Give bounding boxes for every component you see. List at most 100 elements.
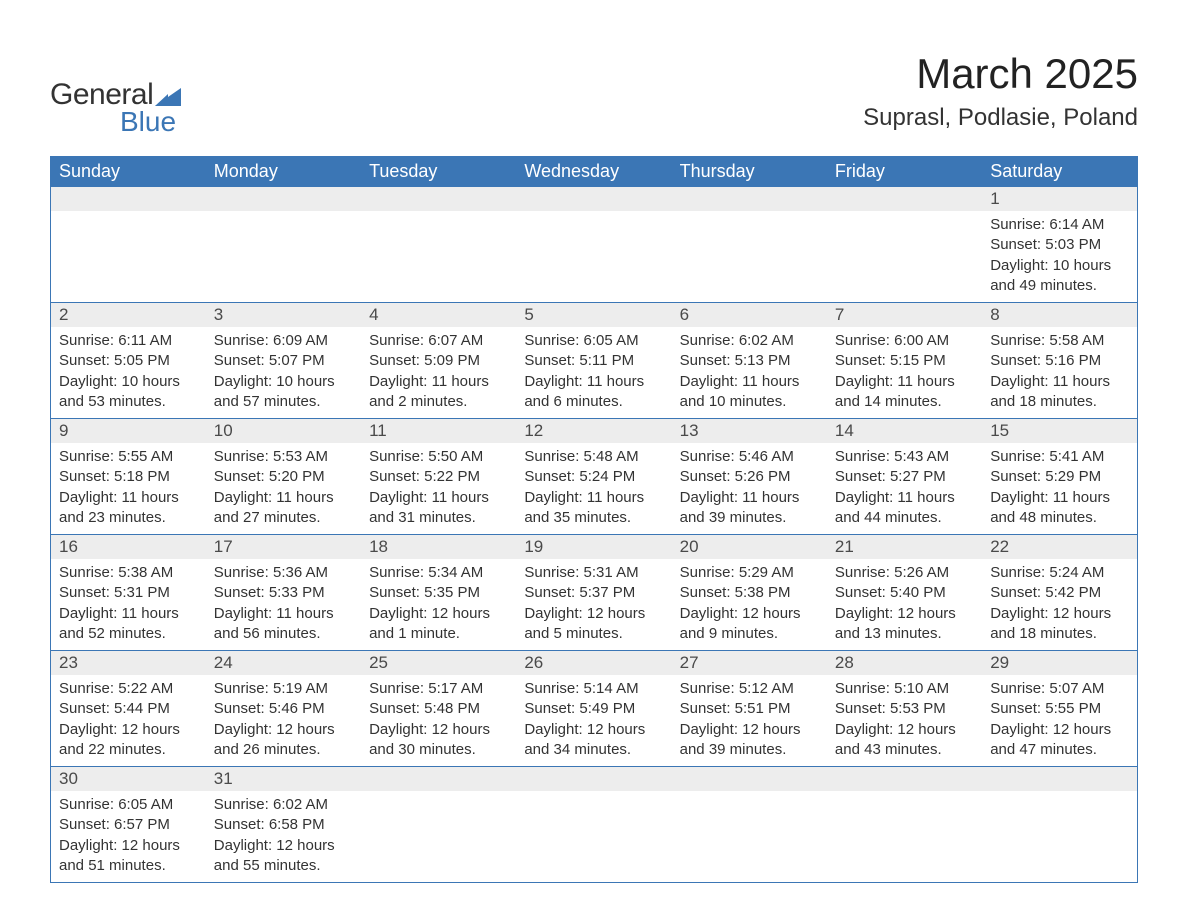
day-number: 27 <box>680 653 699 672</box>
day-number-cell <box>516 187 671 212</box>
day-sr: Sunrise: 5:58 AM <box>990 331 1129 351</box>
day-d2: and 43 minutes. <box>835 740 974 760</box>
detail-row: Sunrise: 5:38 AMSunset: 5:31 PMDaylight:… <box>51 559 1138 651</box>
weekday-header-row: Sunday Monday Tuesday Wednesday Thursday… <box>51 157 1138 187</box>
day-detail-cell <box>206 211 361 303</box>
day-number: 20 <box>680 537 699 556</box>
page-header: General Blue March 2025 Suprasl, Podlasi… <box>50 50 1138 138</box>
day-sr: Sunrise: 5:36 AM <box>214 563 353 583</box>
daynum-row: 9101112131415 <box>51 419 1138 444</box>
day-detail-cell: Sunrise: 6:00 AMSunset: 5:15 PMDaylight:… <box>827 327 982 419</box>
day-number: 21 <box>835 537 854 556</box>
day-sr: Sunrise: 5:10 AM <box>835 679 974 699</box>
day-sr: Sunrise: 6:09 AM <box>214 331 353 351</box>
day-ss: Sunset: 6:58 PM <box>214 815 353 835</box>
day-d2: and 18 minutes. <box>990 392 1129 412</box>
day-number: 14 <box>835 421 854 440</box>
day-detail-cell <box>361 211 516 303</box>
day-number-cell: 18 <box>361 535 516 560</box>
day-number: 24 <box>214 653 233 672</box>
daynum-row: 16171819202122 <box>51 535 1138 560</box>
day-number: 17 <box>214 537 233 556</box>
day-number-cell: 20 <box>672 535 827 560</box>
day-ss: Sunset: 5:40 PM <box>835 583 974 603</box>
day-sr: Sunrise: 5:12 AM <box>680 679 819 699</box>
day-d1: Daylight: 12 hours <box>990 720 1129 740</box>
day-sr: Sunrise: 5:34 AM <box>369 563 508 583</box>
day-ss: Sunset: 5:35 PM <box>369 583 508 603</box>
day-number-cell: 31 <box>206 767 361 792</box>
day-d2: and 14 minutes. <box>835 392 974 412</box>
day-detail-cell: Sunrise: 5:22 AMSunset: 5:44 PMDaylight:… <box>51 675 206 767</box>
day-sr: Sunrise: 5:17 AM <box>369 679 508 699</box>
day-d1: Daylight: 12 hours <box>835 720 974 740</box>
day-ss: Sunset: 5:42 PM <box>990 583 1129 603</box>
daynum-row: 1 <box>51 187 1138 212</box>
day-number-cell: 19 <box>516 535 671 560</box>
day-sr: Sunrise: 5:50 AM <box>369 447 508 467</box>
day-detail-cell: Sunrise: 5:34 AMSunset: 5:35 PMDaylight:… <box>361 559 516 651</box>
detail-row: Sunrise: 5:55 AMSunset: 5:18 PMDaylight:… <box>51 443 1138 535</box>
day-d2: and 53 minutes. <box>59 392 198 412</box>
day-number-cell <box>827 767 982 792</box>
day-d2: and 23 minutes. <box>59 508 198 528</box>
day-sr: Sunrise: 6:02 AM <box>680 331 819 351</box>
day-d1: Daylight: 12 hours <box>214 836 353 856</box>
day-number-cell <box>206 187 361 212</box>
day-ss: Sunset: 5:24 PM <box>524 467 663 487</box>
weekday-header: Monday <box>206 157 361 187</box>
day-number-cell: 10 <box>206 419 361 444</box>
day-d1: Daylight: 11 hours <box>835 372 974 392</box>
day-d1: Daylight: 10 hours <box>59 372 198 392</box>
day-detail-cell <box>516 791 671 883</box>
day-d2: and 26 minutes. <box>214 740 353 760</box>
day-number-cell: 3 <box>206 303 361 328</box>
day-ss: Sunset: 5:37 PM <box>524 583 663 603</box>
day-detail-cell: Sunrise: 6:05 AMSunset: 6:57 PMDaylight:… <box>51 791 206 883</box>
day-detail-cell: Sunrise: 6:14 AMSunset: 5:03 PMDaylight:… <box>982 211 1137 303</box>
day-d1: Daylight: 12 hours <box>214 720 353 740</box>
day-detail-cell: Sunrise: 6:05 AMSunset: 5:11 PMDaylight:… <box>516 327 671 419</box>
day-d2: and 35 minutes. <box>524 508 663 528</box>
day-detail-cell: Sunrise: 5:17 AMSunset: 5:48 PMDaylight:… <box>361 675 516 767</box>
day-d1: Daylight: 11 hours <box>680 488 819 508</box>
weekday-header: Thursday <box>672 157 827 187</box>
day-detail-cell: Sunrise: 6:11 AMSunset: 5:05 PMDaylight:… <box>51 327 206 419</box>
day-d1: Daylight: 12 hours <box>680 604 819 624</box>
day-d2: and 44 minutes. <box>835 508 974 528</box>
day-number-cell: 28 <box>827 651 982 676</box>
day-detail-cell <box>982 791 1137 883</box>
day-number-cell: 5 <box>516 303 671 328</box>
day-sr: Sunrise: 6:00 AM <box>835 331 974 351</box>
day-detail-cell <box>51 211 206 303</box>
day-number-cell: 22 <box>982 535 1137 560</box>
day-detail-cell: Sunrise: 5:26 AMSunset: 5:40 PMDaylight:… <box>827 559 982 651</box>
day-d2: and 2 minutes. <box>369 392 508 412</box>
day-detail-cell: Sunrise: 5:43 AMSunset: 5:27 PMDaylight:… <box>827 443 982 535</box>
day-sr: Sunrise: 5:43 AM <box>835 447 974 467</box>
day-sr: Sunrise: 5:29 AM <box>680 563 819 583</box>
day-number-cell: 9 <box>51 419 206 444</box>
day-d1: Daylight: 12 hours <box>59 720 198 740</box>
day-number-cell: 25 <box>361 651 516 676</box>
day-d1: Daylight: 11 hours <box>990 488 1129 508</box>
day-number-cell <box>672 767 827 792</box>
day-ss: Sunset: 5:49 PM <box>524 699 663 719</box>
day-ss: Sunset: 5:26 PM <box>680 467 819 487</box>
day-number-cell <box>516 767 671 792</box>
day-d1: Daylight: 12 hours <box>59 836 198 856</box>
weekday-header: Friday <box>827 157 982 187</box>
day-d1: Daylight: 12 hours <box>369 720 508 740</box>
day-d2: and 39 minutes. <box>680 740 819 760</box>
day-ss: Sunset: 5:48 PM <box>369 699 508 719</box>
day-d2: and 18 minutes. <box>990 624 1129 644</box>
day-number-cell <box>982 767 1137 792</box>
day-number-cell: 4 <box>361 303 516 328</box>
day-detail-cell: Sunrise: 5:14 AMSunset: 5:49 PMDaylight:… <box>516 675 671 767</box>
day-number-cell: 11 <box>361 419 516 444</box>
day-detail-cell <box>827 791 982 883</box>
day-ss: Sunset: 5:13 PM <box>680 351 819 371</box>
day-ss: Sunset: 5:51 PM <box>680 699 819 719</box>
day-number: 1 <box>990 189 999 208</box>
daynum-row: 3031 <box>51 767 1138 792</box>
